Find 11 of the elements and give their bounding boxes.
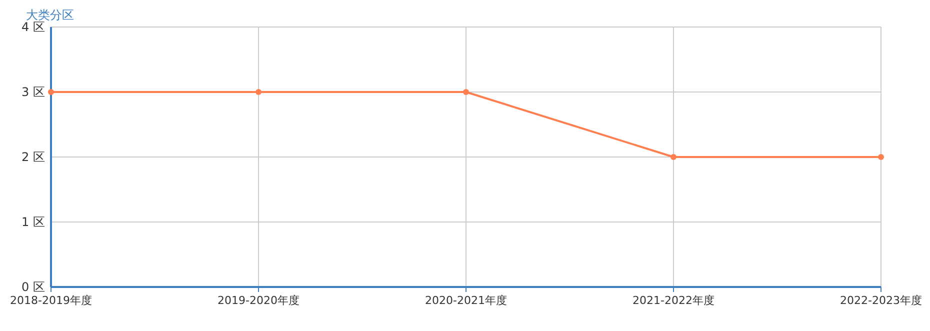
x-tick-label: 2019-2020年度 — [218, 294, 300, 307]
x-tick-label: 2022-2023年度 — [840, 294, 922, 307]
y-tick-label: 4 区 — [22, 20, 45, 34]
x-tick-label: 2018-2019年度 — [10, 294, 92, 307]
y-tick-label: 3 区 — [22, 85, 45, 99]
y-axis-title: 大类分区 — [26, 8, 74, 22]
y-tick-label: 2 区 — [22, 150, 45, 164]
y-tick-label: 0 区 — [22, 280, 45, 294]
x-tick-label: 2021-2022年度 — [632, 294, 714, 307]
x-tick-label: 2020-2021年度 — [425, 294, 507, 307]
y-tick-label: 1 区 — [22, 215, 45, 229]
